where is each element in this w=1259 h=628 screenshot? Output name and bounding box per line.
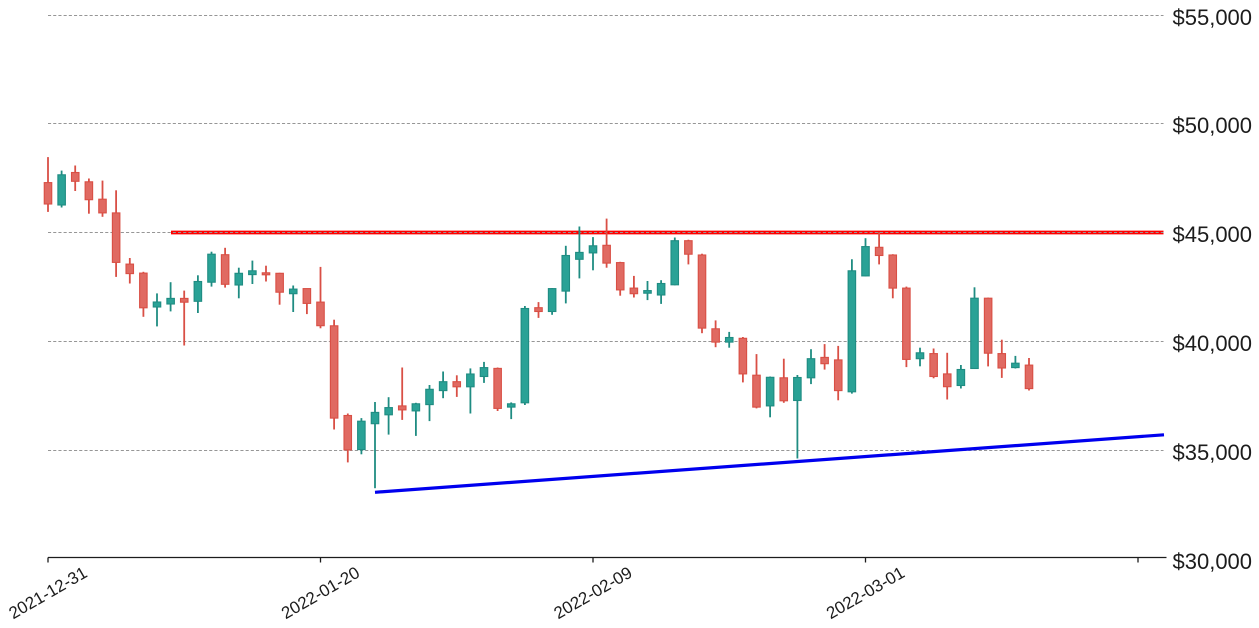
svg-text:$45,000: $45,000	[1173, 222, 1253, 247]
svg-text:$35,000: $35,000	[1173, 440, 1253, 465]
svg-text:$40,000: $40,000	[1173, 331, 1253, 356]
svg-text:$30,000: $30,000	[1173, 549, 1253, 574]
svg-text:$55,000: $55,000	[1173, 5, 1253, 30]
svg-text:$50,000: $50,000	[1173, 113, 1253, 138]
